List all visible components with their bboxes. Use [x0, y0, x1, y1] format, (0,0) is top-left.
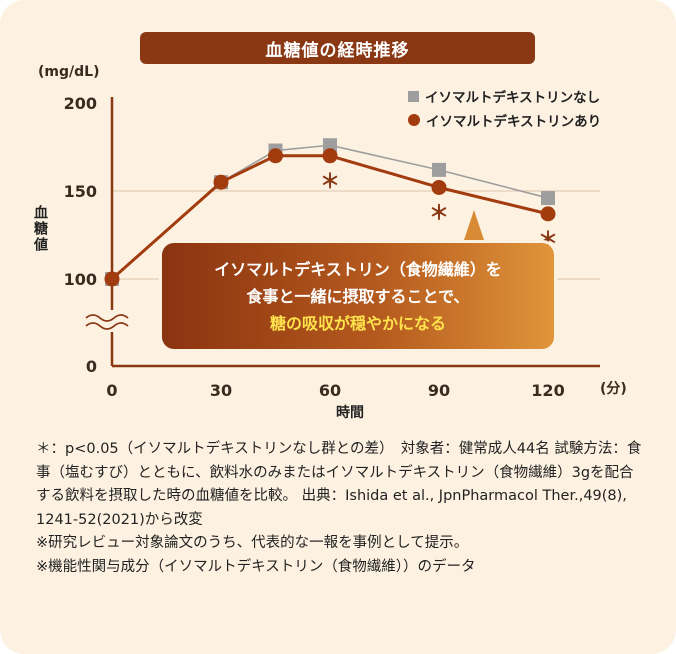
significance-asterisk: ＊	[429, 200, 449, 224]
square-point	[323, 138, 337, 153]
footnote-component: ※機能性関与成分（イソマルトデキストリン（食物繊維））のデータ	[36, 558, 476, 575]
callout-line-2: 食事と一緒に摂取することで、	[246, 286, 470, 306]
y-tick-label-0: 0	[86, 357, 97, 376]
footnote-review: ※研究レビュー対象論文のうち、代表的な一報を事例として提示。	[36, 535, 469, 551]
y-tick-label-200: 200	[64, 94, 97, 113]
axis-break-wave-upper	[85, 314, 129, 322]
circle-point	[213, 174, 229, 190]
legend-item-with: イソマルトデキストリンあり	[408, 108, 601, 132]
series-lines	[104, 138, 556, 287]
y-tick-label-100: 100	[64, 270, 97, 289]
footnotes: ＊：p<0.05（イソマルトデキストリンなし群との差） 対象者：健常成人44名 …	[36, 438, 646, 579]
chart-title: 血糖値の経時推移	[140, 32, 535, 64]
axis-break-wave-lower	[85, 322, 129, 330]
callout-box: イソマルトデキストリン（食物繊維）を 食事と一緒に摂取することで、 糖の吸収が穏…	[162, 243, 554, 349]
y-tick-label-150: 150	[64, 182, 97, 201]
callout-line-3: 糖の吸収が穏やかになる	[269, 313, 446, 333]
significance-marks: ＊＊＊	[320, 169, 558, 251]
axis-break-gap	[98, 310, 126, 332]
square-point	[432, 162, 446, 177]
x-tick-label-0: 0	[106, 381, 117, 400]
legend-item-without: イソマルトデキストリンなし	[408, 84, 601, 108]
circle-point	[104, 271, 120, 287]
series-line-with	[111, 154, 549, 281]
x-axis-label: 時間	[336, 405, 364, 421]
legend-label-without: イソマルトデキストリンなし	[425, 90, 601, 106]
square-marker-icon	[408, 90, 419, 102]
circle-point	[431, 179, 447, 195]
y-unit-label: (mg/dL)	[38, 64, 100, 80]
circle-point	[322, 148, 338, 164]
legend-label-with: イソマルトデキストリンあり	[426, 114, 602, 130]
callout-pointer	[462, 210, 486, 246]
x-tick-label-120: 120	[531, 381, 564, 400]
callout-line-1: イソマルトデキストリン（食物繊維）を	[214, 259, 502, 279]
tick-labels: 0 100 150 200 0 30 60 90 120	[64, 94, 565, 400]
circle-point	[540, 206, 556, 222]
axes	[85, 97, 600, 368]
x-tick-label-60: 60	[319, 381, 341, 400]
square-point	[541, 191, 555, 206]
x-tick-label-90: 90	[428, 381, 450, 400]
circle-point	[268, 148, 283, 164]
footnote-method: ＊：p<0.05（イソマルトデキストリンなし群との差） 対象者：健常成人44名 …	[36, 441, 642, 528]
y-axis-label: 血糖値	[32, 205, 48, 253]
legend: イソマルトデキストリンなし イソマルトデキストリンあり	[408, 84, 601, 132]
x-tick-label-30: 30	[210, 381, 232, 400]
x-unit-label: (分)	[600, 381, 627, 397]
circle-marker-icon	[408, 114, 420, 126]
significance-asterisk: ＊	[320, 169, 340, 193]
